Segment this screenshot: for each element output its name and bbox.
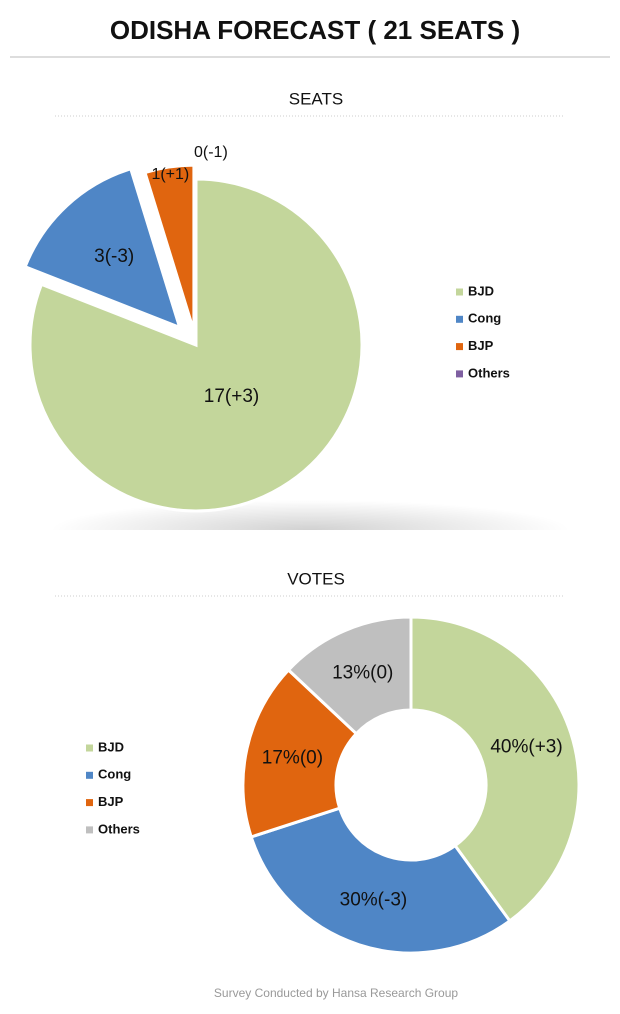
legend-swatch bbox=[456, 370, 463, 378]
footer: Survey Conducted by Hansa Research Group bbox=[214, 986, 458, 1000]
value-label: 13%(0) bbox=[332, 663, 393, 684]
legend-label: BJP bbox=[468, 338, 494, 353]
slice bbox=[409, 615, 581, 924]
value-label: 0(-1) bbox=[194, 144, 228, 161]
slice bbox=[241, 667, 359, 839]
legend-label: Cong bbox=[98, 767, 131, 782]
legend-swatch bbox=[86, 744, 93, 752]
chart-title: VOTES bbox=[287, 569, 345, 588]
chart-title: SEATS bbox=[289, 89, 343, 108]
legend-label: BJP bbox=[98, 794, 124, 809]
slice bbox=[286, 615, 413, 736]
legend-label: Others bbox=[98, 821, 140, 836]
legend-label: Cong bbox=[468, 311, 501, 326]
legend-swatch bbox=[456, 315, 463, 323]
legend-swatch bbox=[86, 799, 93, 807]
page-title: ODISHA FORECAST ( 21 SEATS ) bbox=[110, 15, 520, 45]
value-label: 40%(+3) bbox=[490, 736, 562, 757]
legend-swatch bbox=[86, 771, 93, 779]
legend-swatch bbox=[86, 826, 93, 834]
slice bbox=[28, 177, 364, 513]
section-gap bbox=[0, 530, 620, 570]
legend-swatch bbox=[456, 343, 463, 351]
title-band bbox=[0, 0, 620, 57]
value-label: 17%(0) bbox=[262, 748, 323, 769]
slice bbox=[249, 806, 512, 955]
value-label: 3(-3) bbox=[94, 246, 134, 267]
value-label: 17(+3) bbox=[204, 386, 259, 407]
value-label: 30%(-3) bbox=[340, 890, 408, 911]
legend-swatch bbox=[456, 288, 463, 296]
slice bbox=[23, 166, 183, 330]
legend-label: BJD bbox=[468, 283, 494, 298]
value-label: 1(+1) bbox=[151, 166, 189, 183]
legend-label: Others bbox=[468, 365, 510, 380]
legend-label: BJD bbox=[98, 739, 124, 754]
slice bbox=[143, 163, 196, 332]
